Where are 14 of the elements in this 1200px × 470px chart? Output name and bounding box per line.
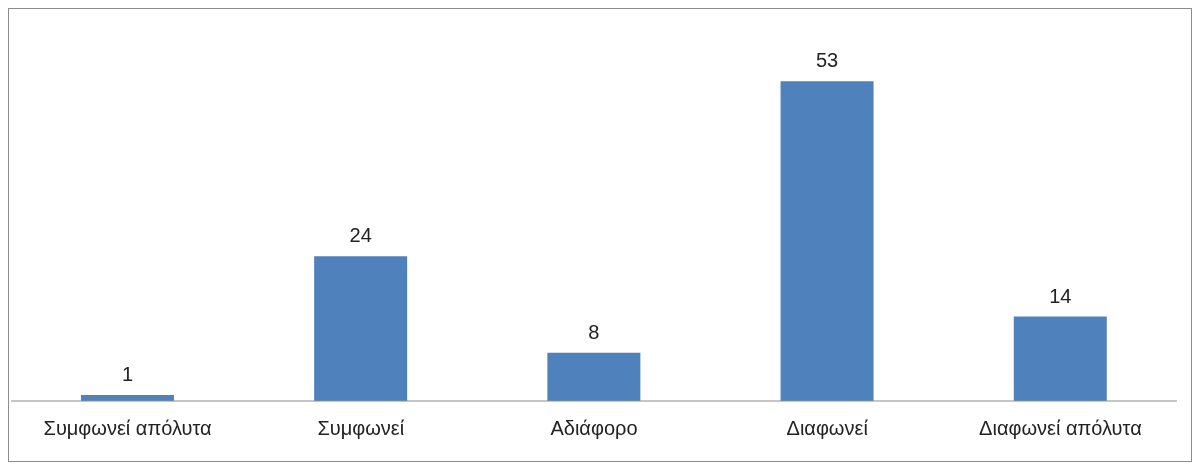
x-tick-label: Συμφωνεί απόλυτα <box>43 417 212 440</box>
bar <box>1013 316 1107 401</box>
data-label: 1 <box>121 362 134 385</box>
x-tick-label: Συμφωνεί <box>317 417 405 440</box>
data-label: 53 <box>815 49 839 72</box>
x-tick-label: Διαφωνεί <box>786 417 869 440</box>
bar <box>547 352 641 401</box>
data-label: 8 <box>588 320 600 343</box>
data-label: 24 <box>349 224 372 247</box>
x-tick-label: Αδιάφορο <box>550 417 638 440</box>
bar <box>314 256 408 401</box>
x-tick-label: Διαφωνεί απόλυτα <box>979 417 1142 440</box>
bar <box>780 81 874 401</box>
data-label: 14 <box>1049 284 1072 307</box>
